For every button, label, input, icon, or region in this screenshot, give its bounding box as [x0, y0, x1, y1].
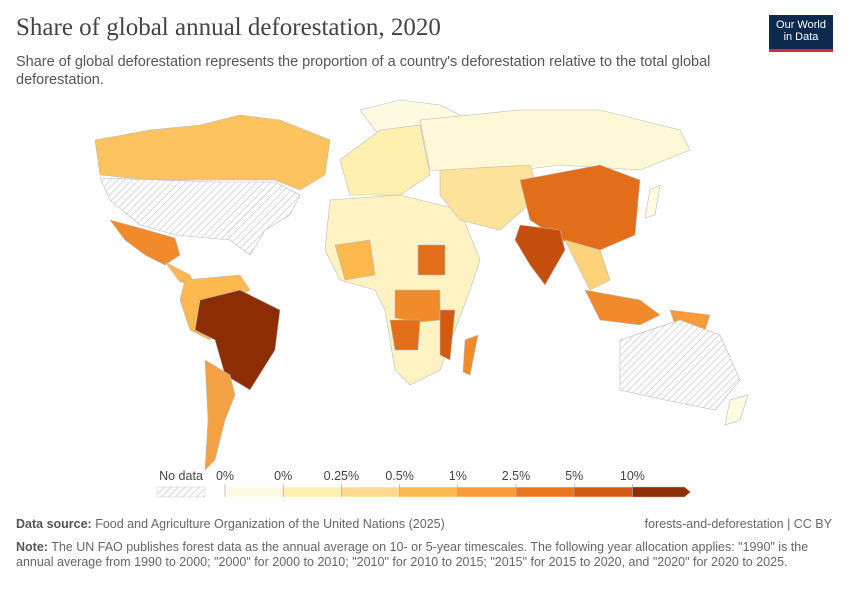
indonesia — [584, 289, 661, 326]
madagascar — [462, 334, 479, 376]
legend-swatch — [515, 486, 575, 498]
india — [514, 224, 566, 286]
legend-label: 5% — [565, 469, 583, 483]
title: Share of global annual deforestation, 20… — [16, 14, 441, 41]
legend-swatch — [399, 486, 459, 498]
legend-no-data-swatch — [156, 486, 206, 498]
legend-label: 0.5% — [385, 469, 414, 483]
sudan — [417, 244, 446, 276]
usa — [99, 177, 301, 256]
legend-swatch — [224, 486, 284, 498]
slug: forests-and-deforestation | CC BY — [644, 517, 832, 531]
source-text: Food and Agriculture Organization of the… — [95, 517, 445, 531]
mozambique — [439, 309, 456, 361]
world-map: No data 0% 0% 0.25% 0.5% 1% 2.5% 5% 10% — [94, 99, 749, 498]
legend-swatch — [341, 486, 400, 498]
europe — [339, 124, 431, 196]
angola — [389, 319, 421, 351]
legend: No data 0% 0% 0.25% 0.5% 1% 2.5% 5% 10% — [156, 469, 692, 498]
note-label: Note: — [16, 540, 48, 554]
central-africa — [394, 289, 441, 323]
mexico — [109, 219, 181, 266]
argentina — [204, 359, 236, 471]
west-africa — [334, 239, 376, 281]
source-label: Data source: — [16, 517, 92, 531]
legend-no-data-label: No data — [159, 469, 203, 483]
legend-swatch — [632, 486, 692, 498]
legend-swatch — [282, 486, 342, 498]
legend-swatch — [573, 486, 633, 498]
legend-label: 0% — [274, 469, 292, 483]
legend-label: 0% — [216, 469, 234, 483]
logo-line: in Data — [783, 31, 819, 43]
brazil — [194, 289, 281, 391]
note: Note: The UN FAO publishes forest data a… — [16, 540, 826, 570]
legend-label: 1% — [449, 469, 467, 483]
new-zealand — [724, 394, 749, 426]
legend-label: 10% — [620, 469, 645, 483]
southeast-asia — [564, 239, 611, 291]
note-text: The UN FAO publishes forest data as the … — [16, 540, 809, 569]
subtitle: Share of global deforestation represents… — [16, 54, 711, 88]
legend-label: 2.5% — [502, 469, 531, 483]
legend-swatch — [457, 486, 517, 498]
russia — [419, 109, 691, 176]
japan — [644, 184, 661, 219]
central-asia — [439, 164, 541, 231]
australia — [619, 319, 741, 411]
logo[interactable]: Our World in Data — [769, 15, 833, 52]
source: Data source: Food and Agriculture Organi… — [16, 517, 445, 531]
legend-label: 0.25% — [324, 469, 359, 483]
logo-line: Our World — [776, 19, 826, 31]
